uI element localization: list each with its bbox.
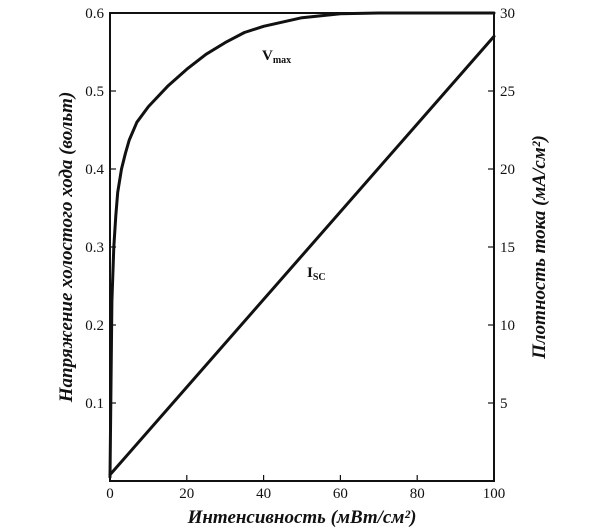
y-right-tick-label: 10 xyxy=(500,318,515,334)
y-right-tick-label: 5 xyxy=(500,396,508,412)
x-tick-label: 80 xyxy=(410,486,425,502)
curve-label-vmax: Vmax xyxy=(262,48,291,66)
x-tick-label: 40 xyxy=(256,486,271,502)
series-line-isc xyxy=(108,34,496,477)
y-right-tick-label: 20 xyxy=(500,162,515,178)
curve-label-isc: ISC xyxy=(307,265,326,283)
y-left-tick-label: 0.1 xyxy=(85,396,104,412)
tick-labels: 0 20 40 60 80 100 0.1 0.2 0.3 0.4 0.5 0.6 5 10 15 20 25 3… xyxy=(85,6,515,502)
series-layer xyxy=(108,11,496,479)
y-left-tick-label: 0.4 xyxy=(85,162,104,178)
x-tick-label: 60 xyxy=(333,486,348,502)
y-right-tick-label: 30 xyxy=(500,6,515,22)
y-left-tick-label: 0.2 xyxy=(85,318,104,334)
series-line-vmax xyxy=(108,11,496,479)
y-right-tick-label: 15 xyxy=(500,240,515,256)
x-tick-label: 20 xyxy=(179,486,194,502)
x-tick-label: 0 xyxy=(106,486,114,502)
y-left-tick-label: 0.5 xyxy=(85,84,104,100)
y-axis-left-title: Напряжение холостого хода (вольт) xyxy=(56,92,77,404)
y-axis-right-title: Плотность тока (мА/см²) xyxy=(529,135,550,360)
y-left-tick-label: 0.3 xyxy=(85,240,104,256)
y-right-tick-label: 25 xyxy=(500,84,515,100)
x-axis-title: Интенсивность (мВт/см²) xyxy=(187,507,417,528)
y-left-tick-label: 0.6 xyxy=(85,6,104,22)
x-tick-label: 100 xyxy=(483,486,506,502)
